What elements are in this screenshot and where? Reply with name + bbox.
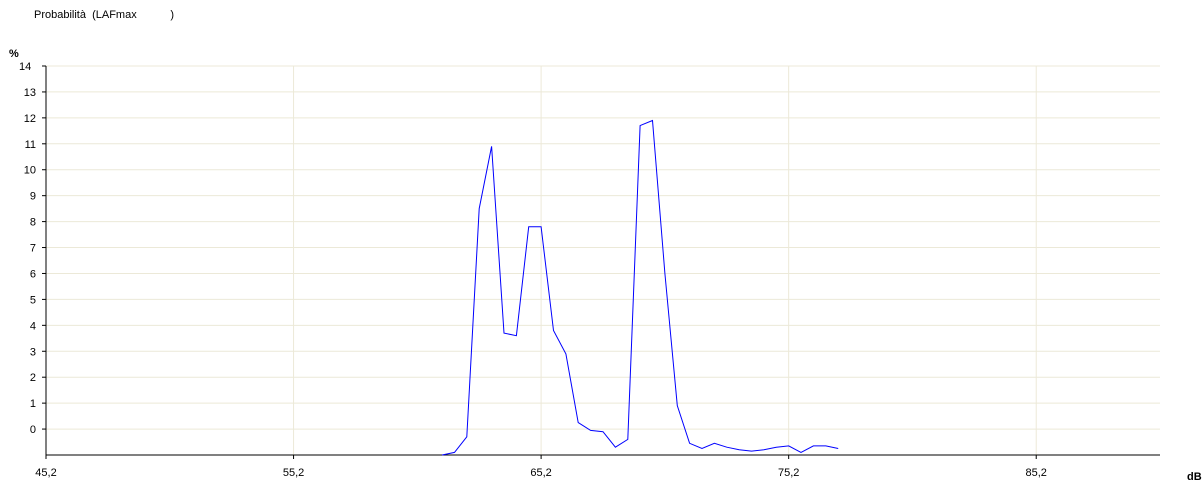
data-point — [689, 443, 690, 444]
data-point — [702, 448, 703, 449]
y-tick-label: 6 — [30, 268, 36, 280]
data-point — [788, 445, 789, 446]
data-point — [825, 445, 826, 446]
y-tick-label: 8 — [30, 217, 36, 229]
data-point — [615, 447, 616, 448]
data-point — [751, 451, 752, 452]
x-tick-label: 65,2 — [530, 467, 551, 479]
y-tick-label: 5 — [30, 294, 36, 306]
data-point — [640, 125, 641, 126]
data-point — [739, 449, 740, 450]
y-tick-label: 12 — [24, 113, 36, 125]
y-tick-label: 2 — [30, 372, 36, 384]
data-point — [664, 273, 665, 274]
y-axis-unit: % — [9, 48, 19, 60]
data-point — [516, 335, 517, 336]
axes — [45, 66, 1160, 456]
data-point — [503, 333, 504, 334]
data-point — [491, 146, 492, 147]
data-point — [776, 447, 777, 448]
data-point — [603, 431, 604, 432]
probability-series-line — [441, 119, 839, 456]
y-tick-label: 4 — [30, 320, 36, 332]
grid-lines — [46, 65, 1160, 455]
data-point — [714, 443, 715, 444]
y-tick-label: 13 — [24, 87, 36, 99]
data-point — [565, 353, 566, 354]
chart-title: Probabilità (LAFmax ) — [34, 9, 174, 21]
data-point — [801, 452, 802, 453]
y-tick-label: 14 — [19, 61, 31, 73]
data-point — [466, 436, 467, 437]
data-point — [528, 226, 529, 227]
data-point — [813, 445, 814, 446]
data-point — [726, 447, 727, 448]
y-tick-label: 1 — [30, 398, 36, 410]
data-point — [454, 452, 455, 453]
data-point — [677, 405, 678, 406]
data-point — [541, 226, 542, 227]
x-axis-unit: dB — [1187, 471, 1202, 483]
x-tick-label: 55,2 — [283, 467, 304, 479]
data-point — [838, 448, 839, 449]
y-tick-label: 10 — [24, 165, 36, 177]
data-point — [652, 120, 653, 121]
y-tick-label: 11 — [25, 139, 36, 151]
data-point — [763, 449, 764, 450]
data-point — [590, 430, 591, 431]
y-tick-label: 9 — [30, 191, 36, 203]
y-tick-label: 0 — [30, 424, 36, 436]
data-point — [553, 330, 554, 331]
y-tick-label: 7 — [30, 243, 36, 255]
data-point — [442, 455, 443, 456]
x-tick-label: 85,2 — [1026, 467, 1047, 479]
data-point — [479, 208, 480, 209]
y-tick-label: 3 — [30, 346, 36, 358]
x-tick-label: 75,2 — [778, 467, 799, 479]
data-point — [627, 439, 628, 440]
x-tick-label: 45,2 — [35, 467, 56, 479]
x-axis-ticks: 45,2 55,2 65,2 75,2 85,2 — [35, 455, 1047, 479]
data-point — [578, 422, 579, 423]
